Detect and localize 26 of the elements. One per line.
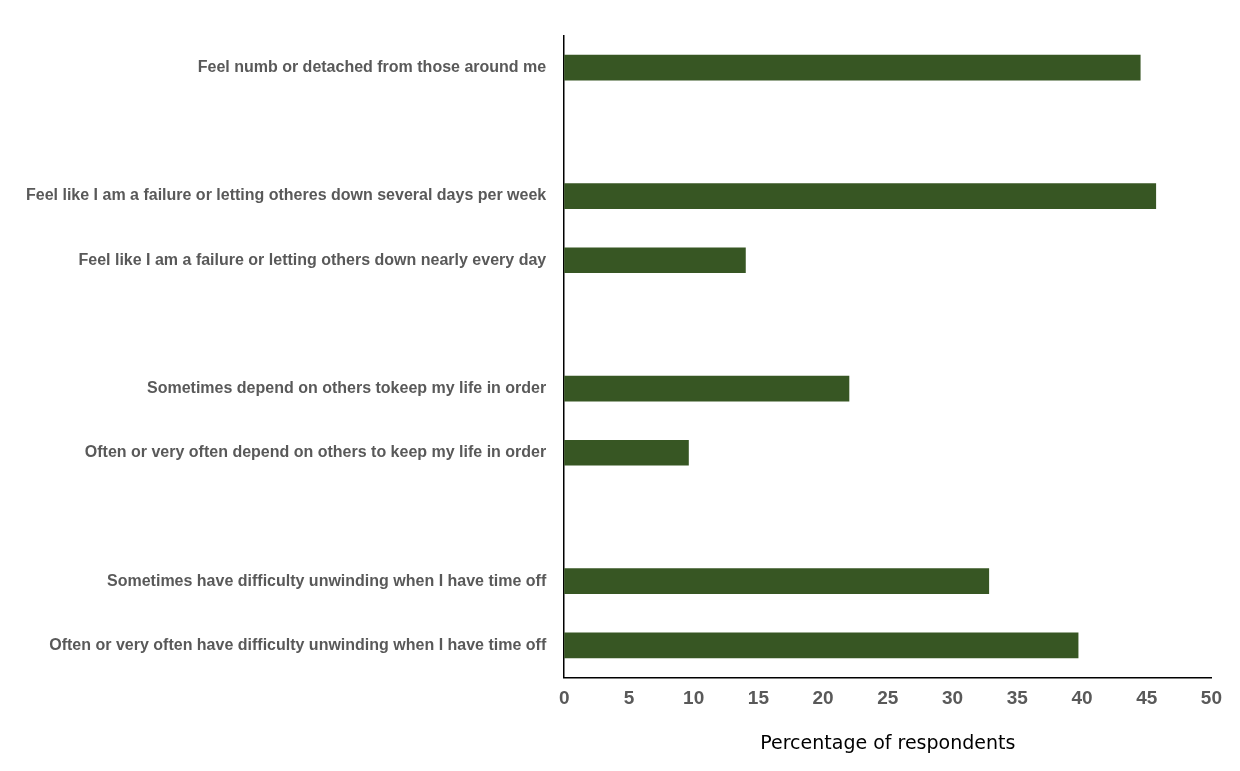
x-tick-label: 30	[941, 687, 964, 709]
y-tick-label: Feel like I am a failure or letting others down nearly every day	[78, 250, 547, 268]
x-tick-label: 50	[1200, 687, 1222, 709]
x-tick-label: 0	[558, 687, 570, 709]
y-tick-label: Often or very often depend on others to keep my life in order	[84, 443, 547, 461]
y-tick-label: Sometimes depend on others tokeep my life in order	[147, 379, 547, 396]
bar	[564, 247, 746, 274]
x-tick-label: 35	[1006, 687, 1029, 709]
x-tick-label: 20	[812, 687, 834, 709]
bar	[564, 439, 689, 466]
y-tick-label: Sometimes have difficulty unwinding when I have time off	[107, 571, 547, 589]
bar	[564, 632, 1079, 659]
x-tick-label: 40	[1071, 687, 1093, 709]
x-axis-title: Percentage of respondents	[760, 730, 1016, 753]
x-tick-label: 25	[877, 687, 899, 709]
y-tick-label: Feel like I am a failure or letting otheres down several days per week	[26, 186, 547, 204]
bar	[564, 375, 850, 402]
bar	[564, 183, 1157, 209]
y-tick-label: Feel numb or detached from those around me	[197, 58, 547, 76]
y-tick-label: Often or very often have difficulty unwinding when I have time off	[49, 635, 547, 653]
x-tick-label: 10	[683, 687, 705, 709]
x-tick-label: 5	[623, 687, 635, 709]
x-tick-label: 15	[747, 687, 770, 709]
bar	[564, 54, 1141, 81]
bar	[564, 568, 990, 594]
x-tick-label: 45	[1136, 687, 1158, 709]
